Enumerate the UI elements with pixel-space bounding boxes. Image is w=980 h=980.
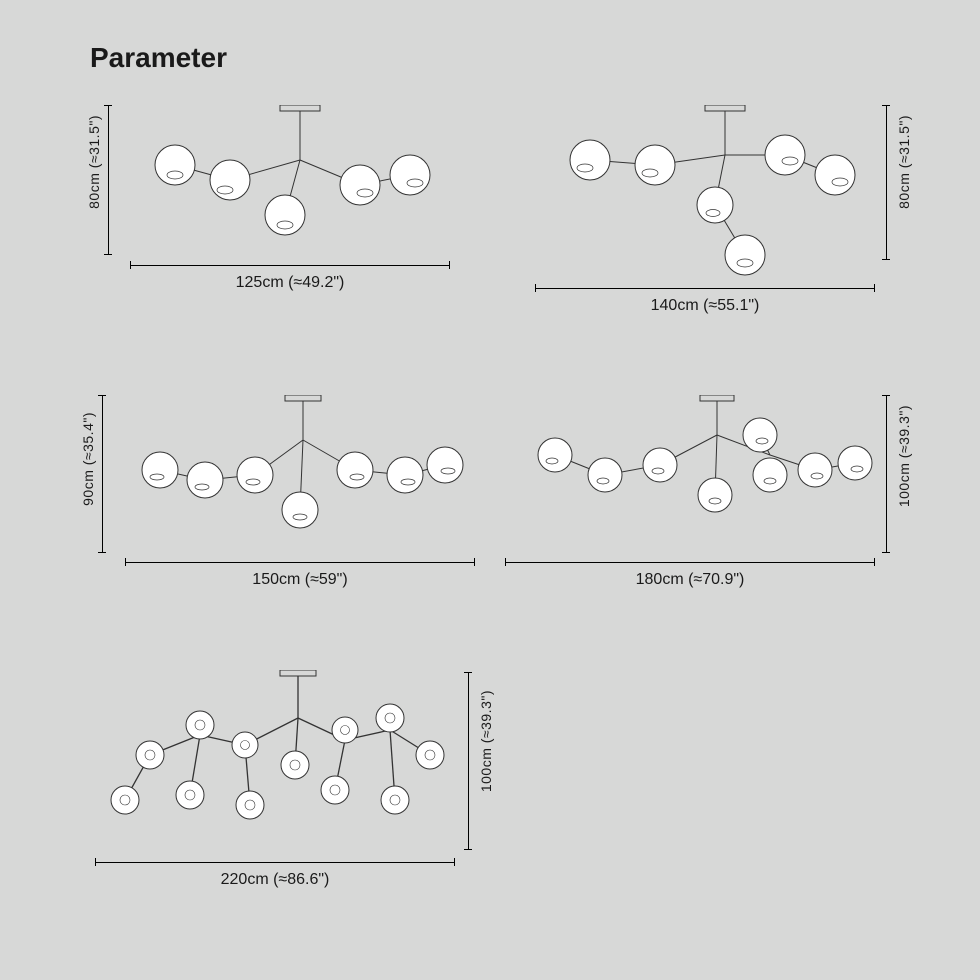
chandelier-diagram-4 [505,395,875,555]
chandelier-diagram-3 [125,395,475,555]
width-label-5: 220cm (≈86.6") [95,862,455,889]
height-rule-3 [102,395,103,553]
height-rule-2 [886,105,887,260]
height-rule-1 [108,105,109,255]
width-label-4: 180cm (≈70.9") [505,562,875,589]
height-label-3: 90cm (≈35.4") [80,412,96,506]
height-rule-5 [468,672,469,850]
height-label-2: 80cm (≈31.5") [896,115,912,209]
height-label-1: 80cm (≈31.5") [86,115,102,209]
height-rule-4 [886,395,887,553]
height-label-4: 100cm (≈39.3") [896,405,912,507]
chandelier-diagram-2 [535,105,875,285]
chandelier-diagram-1 [130,105,450,265]
width-label-1: 125cm (≈49.2") [130,265,450,292]
chandelier-diagram-5 [95,670,455,870]
height-label-5: 100cm (≈39.3") [478,690,494,792]
page-title: Parameter [90,42,227,74]
width-label-2: 140cm (≈55.1") [535,288,875,315]
width-label-3: 150cm (≈59") [125,562,475,589]
